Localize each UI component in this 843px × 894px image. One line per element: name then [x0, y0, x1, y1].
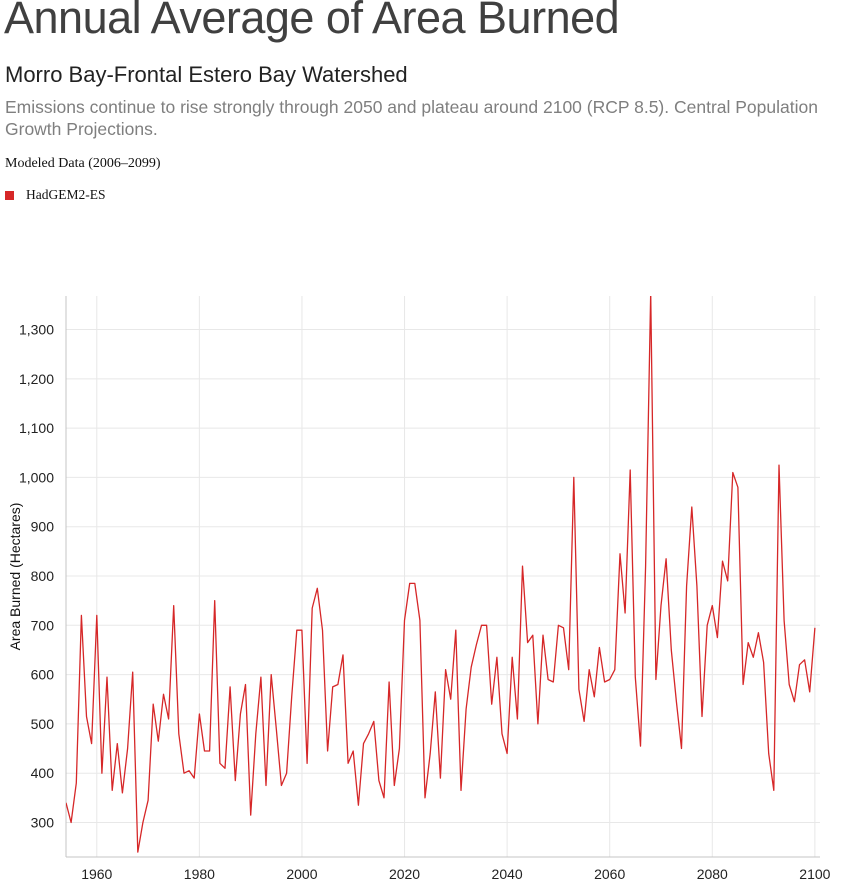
y-tick-label: 900: [31, 519, 55, 535]
y-tick-label: 300: [31, 814, 55, 830]
y-tick-label: 400: [31, 765, 55, 781]
legend-item-hadgem2-es[interactable]: HadGEM2-ES: [5, 187, 106, 203]
grid-lines: [66, 296, 820, 857]
x-tick-label: 2060: [594, 866, 625, 882]
chart-title: Annual Average of Area Burned: [4, 0, 620, 43]
legend-swatch-icon: [5, 190, 14, 200]
tick-labels: 1960 1980 2000 2020 2040 2060 2080 2100 300 400 50…: [19, 322, 831, 882]
scenario-description: Emissions continue to rise strongly thro…: [5, 97, 818, 139]
axes: [65, 296, 820, 858]
y-tick-label: 700: [31, 617, 55, 633]
modeled-data-label: Modeled Data (2006–2099): [5, 156, 161, 171]
series-layer: [66, 293, 816, 853]
y-tick-label: 1,300: [19, 322, 54, 338]
legend-label: HadGEM2-ES: [26, 187, 106, 202]
x-tick-label: 2080: [697, 866, 728, 882]
x-tick-label: 2100: [799, 866, 830, 882]
x-tick-label: 2040: [492, 866, 523, 882]
y-tick-label: 600: [31, 667, 55, 683]
y-axis-title: Area Burned (Hectares): [7, 503, 23, 651]
watershed-subtitle: Morro Bay-Frontal Estero Bay Watershed: [5, 62, 408, 87]
y-tick-label: 500: [31, 716, 55, 732]
y-tick-label: 1,100: [19, 420, 54, 436]
y-tick-label: 1,000: [19, 469, 54, 485]
x-tick-label: 2020: [389, 866, 420, 882]
x-tick-label: 1980: [184, 866, 215, 882]
series-line-hadgem2-es[interactable]: [66, 293, 816, 853]
y-tick-label: 800: [31, 568, 55, 584]
x-tick-label: 1960: [81, 866, 112, 882]
y-tick-label: 1,200: [19, 371, 54, 387]
x-tick-label: 2000: [286, 866, 317, 882]
